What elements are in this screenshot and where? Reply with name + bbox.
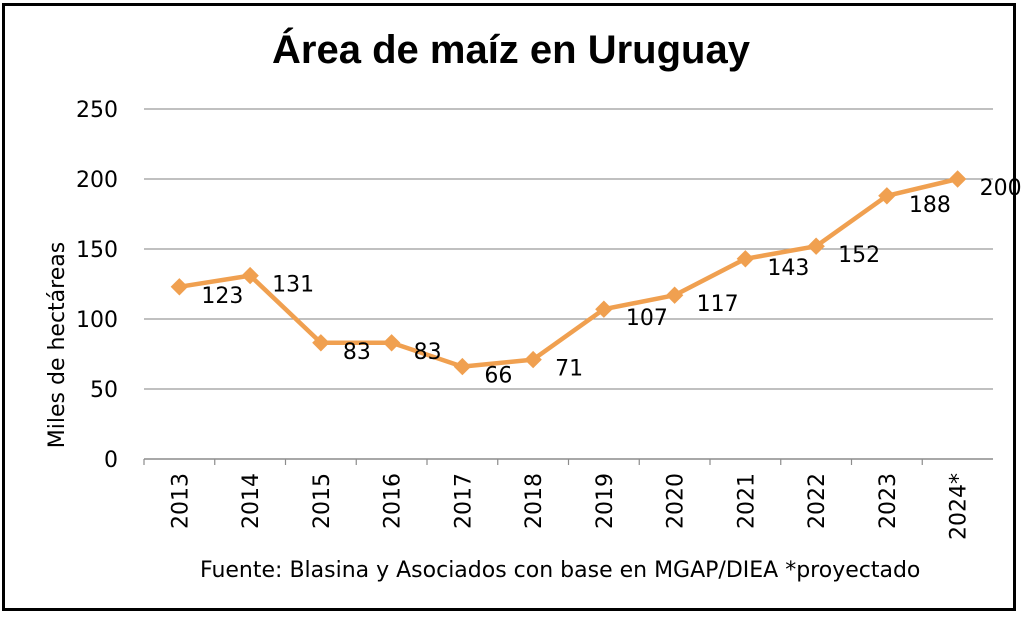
y-tick-label: 0 <box>104 448 118 473</box>
data-point <box>170 278 189 296</box>
x-tick-label: 2013 <box>168 473 193 529</box>
data-point <box>665 286 684 304</box>
series-line <box>177 176 960 369</box>
data-label: 188 <box>909 193 951 218</box>
data-point <box>241 266 259 285</box>
data-point <box>382 334 401 352</box>
x-tick-labels: 2013 2014 2015 2016 2017 2018 2019 2020 2021 2022… <box>168 473 971 540</box>
data-point <box>807 237 825 255</box>
data-label: 66 <box>484 364 512 389</box>
data-labels: 123 131 83 83 66 71 107 117 143 152 188 200 <box>201 176 1021 389</box>
data-label: 71 <box>555 357 583 382</box>
data-label: 152 <box>838 243 880 268</box>
y-axis-label: Miles de hectáreas <box>45 242 70 448</box>
chart-frame <box>2 3 1016 611</box>
data-label: 117 <box>697 292 739 317</box>
data-label: 143 <box>767 256 809 281</box>
data-point <box>595 300 613 318</box>
x-tick-label: 2015 <box>310 473 335 529</box>
data-point <box>312 334 330 352</box>
x-tick-label: 2022 <box>805 473 830 529</box>
x-tick-label: 2021 <box>734 473 759 529</box>
data-point <box>524 350 542 369</box>
data-label: 83 <box>343 340 371 365</box>
y-tick-label: 50 <box>90 378 118 403</box>
data-label: 131 <box>272 273 314 298</box>
x-tick-label: 2017 <box>451 473 476 529</box>
x-tick-label: 2018 <box>522 473 547 529</box>
data-label: 83 <box>414 340 442 365</box>
y-tick-label: 150 <box>76 238 118 263</box>
y-tick-labels: 0 50 100 150 200 250 <box>76 98 118 473</box>
data-point <box>948 170 967 188</box>
data-point <box>453 357 472 376</box>
x-tick-label: 2023 <box>876 473 901 529</box>
data-label: 200 <box>980 176 1022 201</box>
x-tick-label: 2014 <box>239 473 264 529</box>
y-tick-label: 200 <box>76 168 118 193</box>
x-tick-label: 2024* <box>947 473 972 540</box>
y-tick-label: 100 <box>76 308 118 333</box>
data-label: 107 <box>626 306 668 331</box>
y-tick-label: 250 <box>76 98 118 123</box>
source-note: Fuente: Blasina y Asociados con base en … <box>200 558 921 583</box>
gridlines <box>143 108 993 465</box>
data-point <box>878 187 896 205</box>
x-tick-label: 2019 <box>593 473 618 529</box>
data-point <box>736 250 755 268</box>
series-group <box>170 170 967 376</box>
x-tick-label: 2016 <box>381 473 406 529</box>
data-label: 123 <box>201 284 243 309</box>
chart-title: Área de maíz en Uruguay <box>272 28 750 72</box>
x-tick-label: 2020 <box>664 473 689 529</box>
